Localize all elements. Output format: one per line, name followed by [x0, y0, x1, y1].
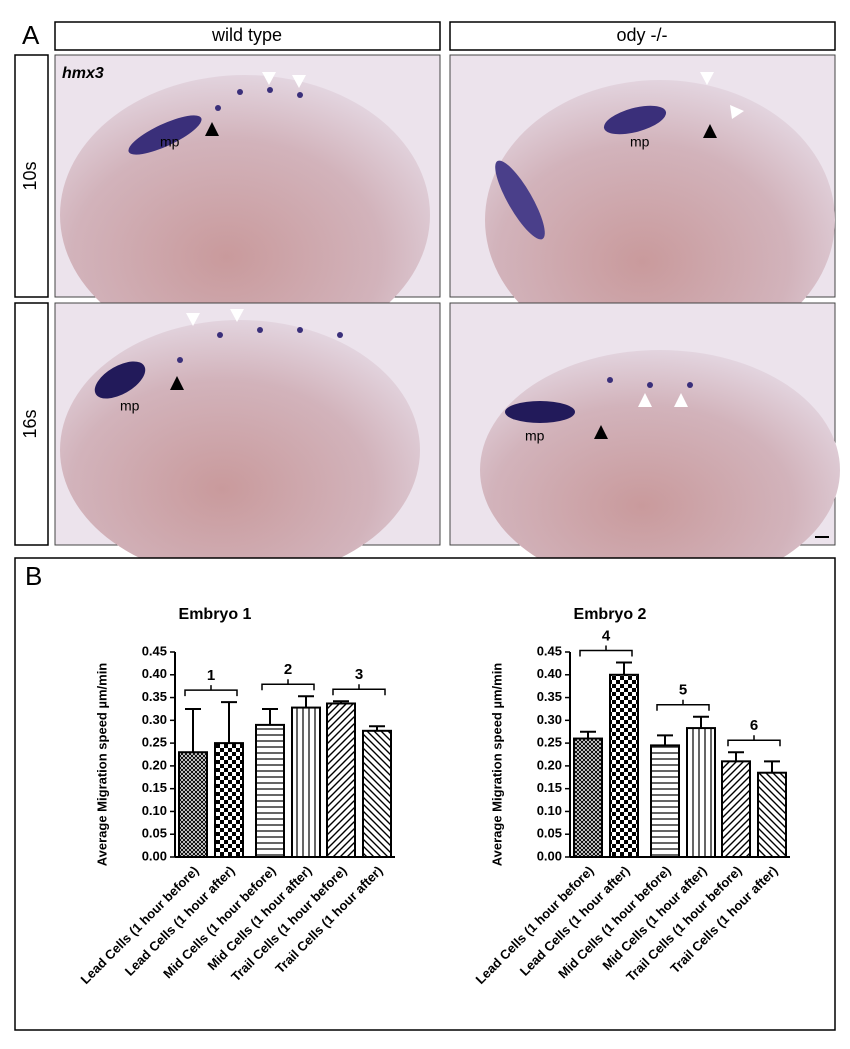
bar: [255, 723, 285, 859]
error-bar: [616, 661, 632, 675]
group-label: 4: [602, 627, 611, 644]
y-tick-label: 0.25: [142, 735, 167, 750]
y-axis-label: Average Migration speed µm/min: [94, 663, 109, 867]
y-tick-label: 0.35: [537, 689, 562, 704]
error-bar: [369, 725, 385, 731]
y-tick-label: 0.25: [537, 735, 562, 750]
error-bar: [580, 730, 596, 739]
y-tick-label: 0.10: [537, 803, 562, 818]
bar: [686, 727, 716, 858]
chart-title: Embryo 2: [574, 606, 647, 623]
y-tick-label: 0.35: [142, 689, 167, 704]
column-header: wild type: [211, 25, 282, 45]
y-tick-label: 0.05: [142, 826, 167, 841]
image-panel: mp: [449, 302, 840, 590]
error-bar: [221, 701, 237, 744]
row-header-box: [14, 54, 49, 298]
group-label: 6: [750, 717, 758, 734]
group-label: 3: [355, 666, 363, 683]
error-bar: [693, 715, 709, 729]
y-tick-label: 0.45: [142, 643, 167, 658]
row-header: 10s: [20, 161, 40, 190]
panel-label: A: [22, 20, 40, 50]
bar: [573, 737, 603, 858]
bar: [609, 673, 639, 858]
y-tick-label: 0.30: [537, 712, 562, 727]
bar: [362, 729, 392, 858]
error-bar: [764, 760, 780, 773]
annotation: mp: [630, 134, 650, 150]
bar: [650, 744, 680, 859]
y-tick-label: 0.20: [142, 757, 167, 772]
group-label: 5: [679, 682, 687, 699]
y-tick-label: 0.40: [142, 666, 167, 681]
row-header: 16s: [20, 409, 40, 438]
column-header-box: [54, 21, 441, 51]
column-header-box: [449, 21, 836, 51]
group-label: 2: [284, 661, 292, 678]
y-tick-label: 0.20: [537, 757, 562, 772]
y-tick-label: 0.15: [537, 780, 562, 795]
bar: [326, 702, 356, 858]
bracket: [727, 735, 781, 747]
bar: [721, 760, 751, 858]
error-bar: [657, 734, 673, 746]
y-tick-label: 0.15: [142, 780, 167, 795]
bracket: [656, 699, 710, 711]
panel-label: B: [25, 561, 42, 591]
bar: [214, 742, 244, 858]
image-panel: mp: [449, 54, 836, 360]
bracket: [332, 684, 386, 696]
y-tick-label: 0.00: [537, 848, 562, 863]
y-tick-label: 0.10: [142, 803, 167, 818]
annotation: mp: [160, 134, 180, 150]
bracket: [261, 679, 315, 691]
y-tick-label: 0.05: [537, 826, 562, 841]
chart-title: Embryo 1: [179, 606, 252, 623]
bar: [291, 706, 321, 858]
bar: [757, 771, 787, 859]
y-tick-label: 0.40: [537, 666, 562, 681]
column-header: ody -/-: [616, 25, 667, 45]
image-panel: hmx3 mp: [54, 54, 441, 355]
image-panel: mp: [54, 302, 441, 580]
error-bar: [333, 700, 349, 704]
y-tick-label: 0.30: [142, 712, 167, 727]
row-header-box: [14, 302, 49, 546]
bracket: [184, 685, 238, 697]
error-bar: [298, 695, 314, 708]
y-tick-label: 0.00: [142, 848, 167, 863]
bar: [178, 751, 208, 859]
annotation: mp: [525, 428, 545, 444]
group-label: 1: [207, 667, 215, 684]
error-bar: [262, 707, 278, 725]
gene-label: hmx3: [62, 65, 104, 82]
error-bar: [728, 751, 744, 762]
bracket: [579, 645, 633, 657]
annotation: mp: [120, 398, 140, 414]
error-bar: [185, 707, 201, 753]
y-axis-label: Average Migration speed µm/min: [489, 663, 504, 867]
y-tick-label: 0.45: [537, 643, 562, 658]
